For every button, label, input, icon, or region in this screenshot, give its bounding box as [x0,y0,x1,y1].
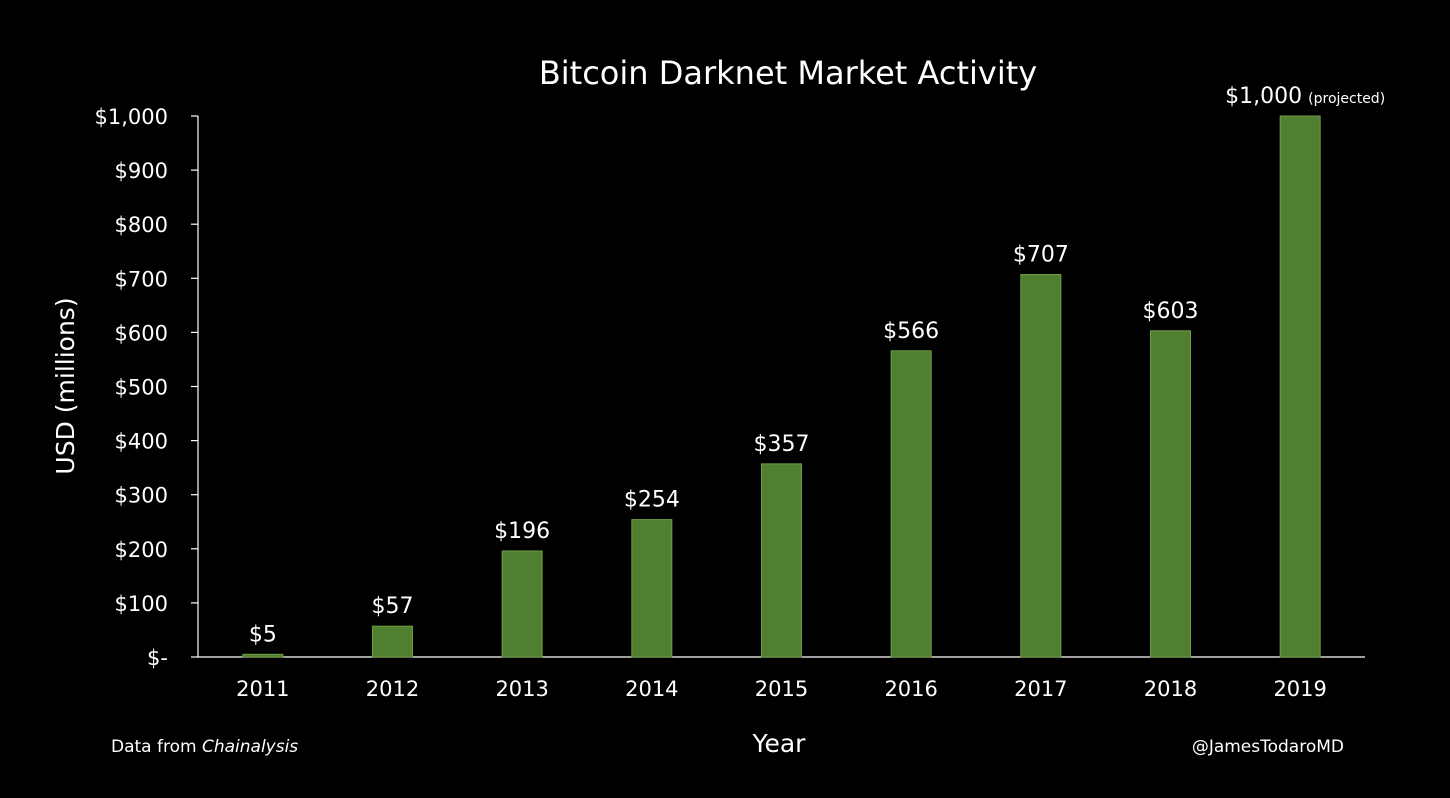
data-label-2011: $5 [249,622,277,647]
y-axis: $- $100 $200 $300 $400 $500 $600 $700 $800 $900 $1… [95,105,199,670]
bar-2017 [1020,274,1062,658]
y-axis-label: USD (millions) [51,297,80,474]
y-tick-label: $900 [115,159,168,183]
data-label-2015: $357 [754,432,810,457]
y-tick-label: $200 [115,538,168,562]
credit-handle: @JamesTodaroMD [1192,737,1344,757]
data-label-2019: $1,000 (projected) [1225,84,1385,109]
data-label-2013: $196 [494,519,550,544]
data-label-note: (projected) [1308,91,1385,107]
x-tick-label: 2015 [755,677,808,701]
y-tick-label: $300 [115,484,168,508]
bar-2018 [1150,330,1191,658]
y-tick-label: $800 [115,213,168,237]
x-tick-label: 2019 [1273,677,1326,701]
x-axis: 2011 2012 2013 2014 2015 2016 2017 2018 2019 [198,656,1365,701]
source-note: Data from Chainalysis [111,737,298,757]
data-label-2014: $254 [624,488,680,513]
x-tick-label: 2016 [884,677,937,701]
bar-2011 [242,653,284,658]
x-tick-label: 2014 [625,677,678,701]
chart-title: Bitcoin Darknet Market Activity [539,54,1037,92]
x-tick-label: 2018 [1144,677,1197,701]
y-tick-label: $500 [115,376,168,400]
y-tick-label: $400 [115,430,168,454]
bar-2016 [890,350,932,658]
bars [242,115,1321,658]
data-label-2018: $603 [1143,299,1199,324]
y-tick-label: $- [147,646,168,670]
bar-2013 [501,550,543,658]
source-name: Chainalysis [202,737,298,757]
bar-2012 [372,625,413,658]
y-tick-label: $700 [115,267,168,291]
data-label-2016: $566 [883,319,939,344]
bar-2014 [631,519,673,658]
data-label-2017: $707 [1013,243,1069,268]
y-tick-label: $100 [115,592,168,616]
x-tick-label: 2012 [366,677,419,701]
x-tick-label: 2013 [495,677,548,701]
y-tick-label: $1,000 [95,105,168,129]
bar-2015 [761,463,802,658]
source-prefix: Data from [111,737,197,757]
bar-2019 [1279,115,1321,658]
data-labels: $5 $57 $196 $254 $357 $566 $707 $603 $1,000 (proj… [249,84,1385,647]
x-axis-label: Year [752,729,807,758]
data-label-value: $1,000 [1225,84,1302,109]
y-tick-label: $600 [115,321,168,345]
x-tick-label: 2011 [236,677,289,701]
data-label-2012: $57 [372,594,414,619]
x-tick-label: 2017 [1014,677,1067,701]
